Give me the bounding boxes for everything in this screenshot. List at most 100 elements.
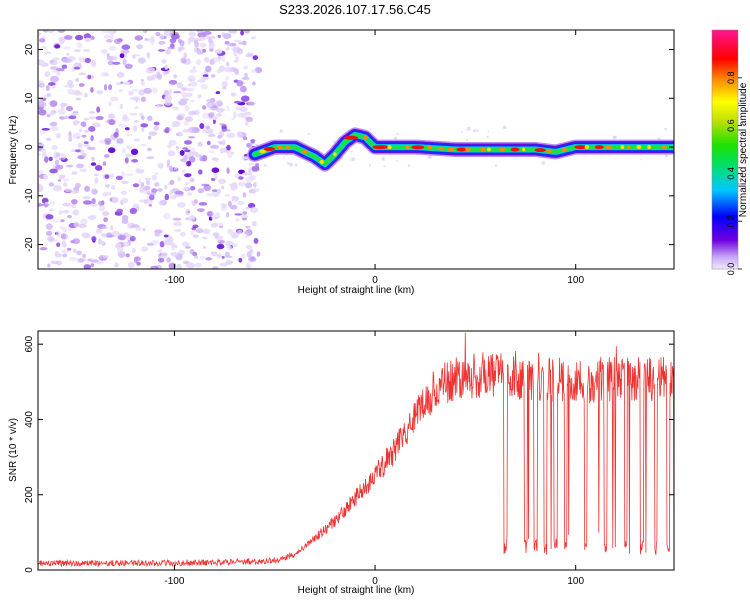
noise-blob (185, 246, 191, 249)
noise-blob (137, 57, 146, 64)
noise-blob (98, 200, 104, 206)
noise-blob (63, 46, 71, 50)
ridge-peak (363, 135, 368, 140)
noise-blob (150, 39, 155, 45)
ridge-peak (263, 147, 276, 151)
ridge-peak (499, 147, 506, 152)
noise-blob (38, 38, 46, 43)
noise-blob (226, 144, 231, 151)
noise-blob (168, 88, 172, 96)
noise-blob (49, 59, 55, 63)
noise-blob (121, 171, 125, 178)
noise-blob (253, 237, 259, 244)
noise-blob (172, 217, 182, 221)
spectrogram-ridge (247, 127, 674, 172)
noise-blob (143, 189, 150, 194)
noise-blob (233, 59, 239, 63)
noise-blob (173, 74, 178, 79)
noise-blob (62, 178, 70, 182)
noise-blob (38, 59, 42, 65)
noise-blob (49, 100, 58, 107)
noise-blob (70, 204, 76, 209)
noise-blob (198, 36, 206, 41)
noise-blob (39, 247, 48, 251)
noise-blob (173, 221, 183, 227)
noise-blob (219, 147, 225, 154)
noise-blob (199, 156, 204, 162)
noise-blob (116, 82, 121, 85)
noise-blob (188, 136, 196, 139)
noise-blob (54, 159, 60, 166)
noise-blob (157, 253, 162, 259)
noise-blob (190, 230, 195, 236)
colorbar: 0.0 0.2 0.4 0.6 0.8 Normalized spectral ampl… (711, 29, 749, 275)
ridge-peak (285, 145, 291, 150)
noise-blob (111, 230, 120, 237)
noise-blob (184, 116, 193, 122)
noise-speck (427, 154, 432, 159)
noise-blob (57, 108, 66, 115)
noise-blob (130, 148, 139, 155)
noise-blob (228, 30, 238, 34)
colorbar-gradient (712, 30, 738, 269)
noise-blob (60, 233, 69, 240)
noise-blob (196, 59, 201, 66)
ridge-peak (319, 159, 324, 164)
noise-blob (131, 159, 139, 163)
noise-blob (192, 251, 198, 257)
noise-blob (233, 51, 238, 57)
noise-blob (170, 33, 180, 40)
noise-blob (48, 82, 56, 86)
noise-blob (217, 34, 221, 39)
noise-blob (116, 138, 124, 144)
noise-blob (132, 54, 141, 57)
noise-blob (215, 91, 221, 95)
noise-blob (84, 185, 91, 192)
noise-blob (146, 199, 153, 205)
noise-blob (49, 121, 58, 127)
noise-blob (165, 49, 171, 55)
noise-blob (245, 244, 253, 250)
noise-blob (140, 123, 149, 128)
noise-blob (221, 126, 228, 132)
noise-blob (81, 153, 87, 158)
noise-blob (173, 229, 182, 232)
noise-blob (59, 37, 65, 44)
noise-blob (70, 240, 76, 244)
noise-speck (476, 129, 479, 132)
noise-blob (46, 113, 51, 118)
noise-speck (487, 130, 490, 133)
noise-blob (57, 30, 66, 33)
noise-blob (235, 56, 239, 60)
noise-speck (283, 156, 285, 158)
noise-blob (230, 92, 237, 97)
noise-blob (185, 217, 190, 221)
noise-blob (156, 73, 163, 80)
noise-blob (242, 192, 247, 198)
ridge-peak (605, 145, 612, 150)
noise-blob (252, 55, 258, 61)
colorbar-label: Normalized spectral amplitude (738, 82, 749, 217)
noise-blob (113, 55, 117, 61)
noise-blob (245, 225, 251, 229)
noise-blob (199, 123, 205, 129)
noise-speck (383, 165, 386, 168)
noise-blob (143, 87, 153, 94)
noise-blob (129, 207, 137, 215)
noise-blob (40, 62, 49, 67)
noise-blob (190, 152, 195, 157)
noise-blob (180, 91, 186, 96)
noise-blob (183, 52, 188, 59)
noise-blob (140, 79, 144, 82)
noise-blob (79, 92, 83, 96)
noise-blob (83, 264, 91, 269)
noise-blob (183, 186, 188, 192)
noise-blob (93, 173, 100, 177)
noise-blob (241, 77, 250, 80)
noise-blob (155, 31, 161, 37)
noise-blob (185, 208, 191, 216)
noise-blob (140, 143, 147, 147)
noise-blob (120, 190, 127, 195)
noise-blob (224, 194, 231, 197)
noise-blob (102, 191, 109, 197)
